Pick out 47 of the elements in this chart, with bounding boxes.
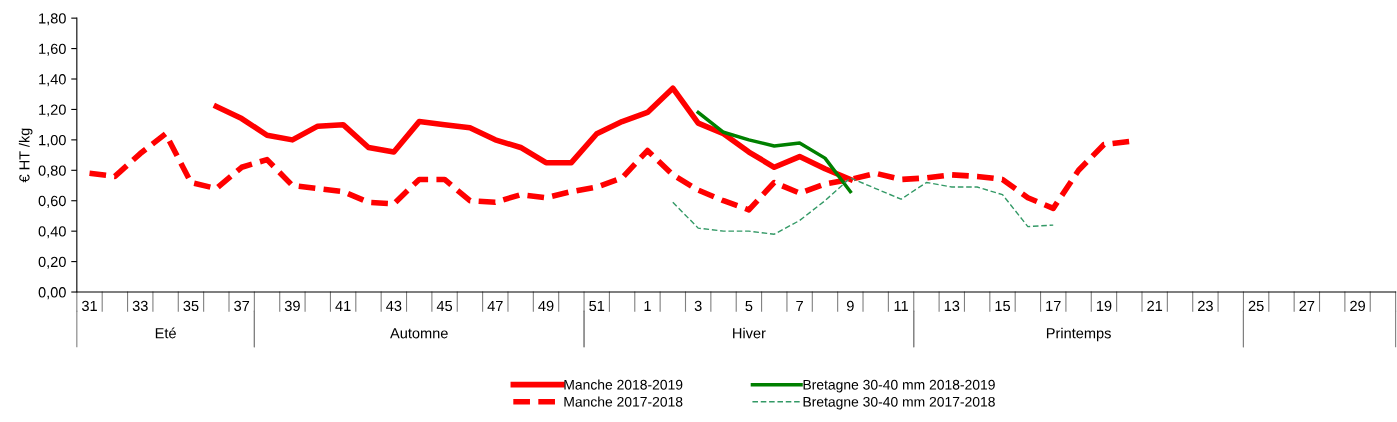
x-tick-label: 15 [995, 300, 1011, 312]
x-tick-label: 47 [487, 300, 503, 311]
x-tick-label: 31 [81, 300, 97, 312]
legend-label: Manche 2018-2019 [564, 379, 683, 390]
x-tick-label: 41 [335, 300, 351, 311]
y-tick-label: 1,20 [39, 104, 66, 117]
x-tick-label: 7 [796, 300, 803, 311]
y-tick-label: 0,40 [38, 226, 66, 239]
x-tick-label: 9 [846, 300, 854, 312]
y-axis-title: € HT /kg [18, 128, 33, 183]
x-tick-label: 1 [644, 300, 651, 311]
x-tick-label: 17 [1046, 300, 1061, 311]
y-tick-label: 1,00 [39, 134, 66, 148]
legend-label: Manche 2017-2018 [564, 396, 683, 407]
text: Eté [155, 327, 176, 339]
x-tick-label: 23 [1198, 300, 1213, 312]
x-tick-label: 29 [1350, 300, 1365, 312]
legend-label: Bretagne 30-40 mm 2017-2018 [803, 396, 995, 410]
x-tick-label: 27 [1299, 300, 1315, 311]
y-tick-label: 0,80 [38, 165, 66, 178]
y-tick-label: 1,40 [39, 74, 66, 87]
text: Hiver [733, 327, 766, 339]
y-tick-label: 0,20 [38, 256, 66, 269]
y-tick-label: 0,00 [38, 287, 66, 300]
y-tick-label: 1,80 [39, 13, 66, 26]
y-tick-label: 1,60 [39, 43, 66, 56]
line-series [696, 110, 853, 194]
x-tick-label: 3 [694, 300, 702, 312]
x-tick-label: 43 [386, 300, 402, 312]
text: Automne [390, 328, 448, 339]
legend-label: Bretagne 30-40 mm 2018-2019 [803, 379, 995, 393]
x-tick-label: 25 [1248, 300, 1264, 312]
x-tick-label: 13 [944, 300, 960, 312]
line-series [672, 177, 1054, 235]
x-tick-label: 51 [589, 300, 605, 312]
text: Printemps [1046, 327, 1111, 342]
x-tick-label: 19 [1096, 300, 1112, 312]
x-tick-label: 33 [132, 300, 148, 312]
x-tick-label: 11 [894, 300, 908, 311]
x-tick-label: 5 [745, 300, 753, 312]
y-tick-label: 0,60 [38, 195, 66, 208]
x-tick-label: 49 [538, 300, 554, 312]
x-tick-label: 45 [436, 300, 453, 312]
x-tick-label: 21 [1147, 300, 1163, 311]
x-tick-label: 35 [183, 300, 199, 312]
x-tick-label: 37 [234, 300, 250, 312]
x-tick-label: 39 [284, 300, 300, 312]
